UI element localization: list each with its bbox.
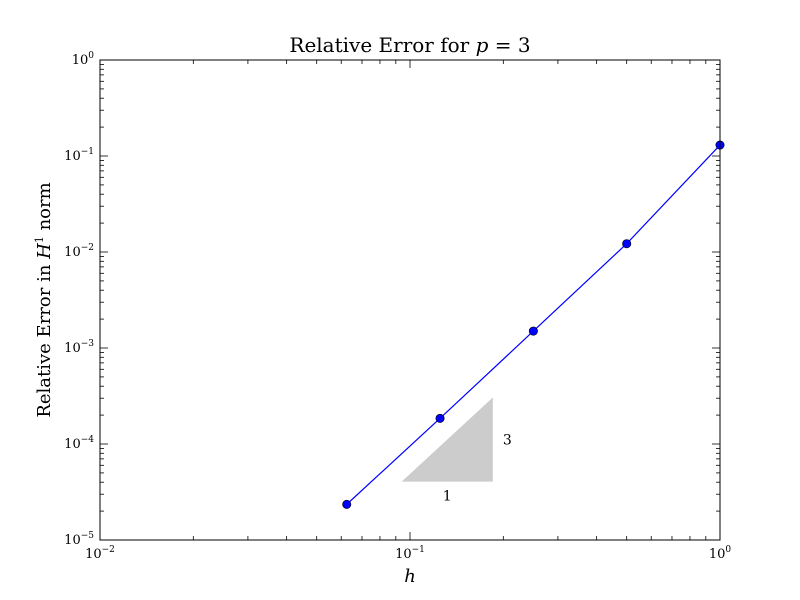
data-point: [622, 239, 632, 249]
x-tick-label: 10−2: [85, 545, 115, 562]
x-axis-label: h: [404, 566, 416, 587]
y-tick-label: 10−5: [64, 531, 94, 548]
data-point: [435, 413, 445, 423]
data-point: [342, 499, 352, 509]
slope-run-label: 1: [443, 489, 452, 505]
chart-title: Relative Error for p = 3: [289, 33, 530, 57]
series-group: [342, 140, 725, 509]
slope-triangle-group: [401, 397, 493, 482]
y-tick-label: 10−1: [64, 147, 94, 164]
x-tick-label: 100: [709, 545, 732, 562]
data-point: [528, 326, 538, 336]
y-axis-label: Relative Error in H1 norm: [33, 182, 55, 417]
ticks-group: [99, 59, 721, 541]
slope-triangle: [401, 397, 493, 482]
y-tick-label: 10−4: [64, 435, 94, 452]
y-tick-label: 10−2: [64, 243, 94, 260]
y-tick-label: 100: [72, 51, 95, 68]
x-tick-label: 10−1: [395, 545, 425, 562]
y-tick-label: 10−3: [64, 339, 94, 356]
slope-rise-label: 3: [503, 433, 512, 449]
plot-background: [100, 60, 720, 540]
tick-labels-group: 10−2 10−1 100 10−5 10−4 10−3 10−2 10−1 100: [64, 51, 731, 562]
